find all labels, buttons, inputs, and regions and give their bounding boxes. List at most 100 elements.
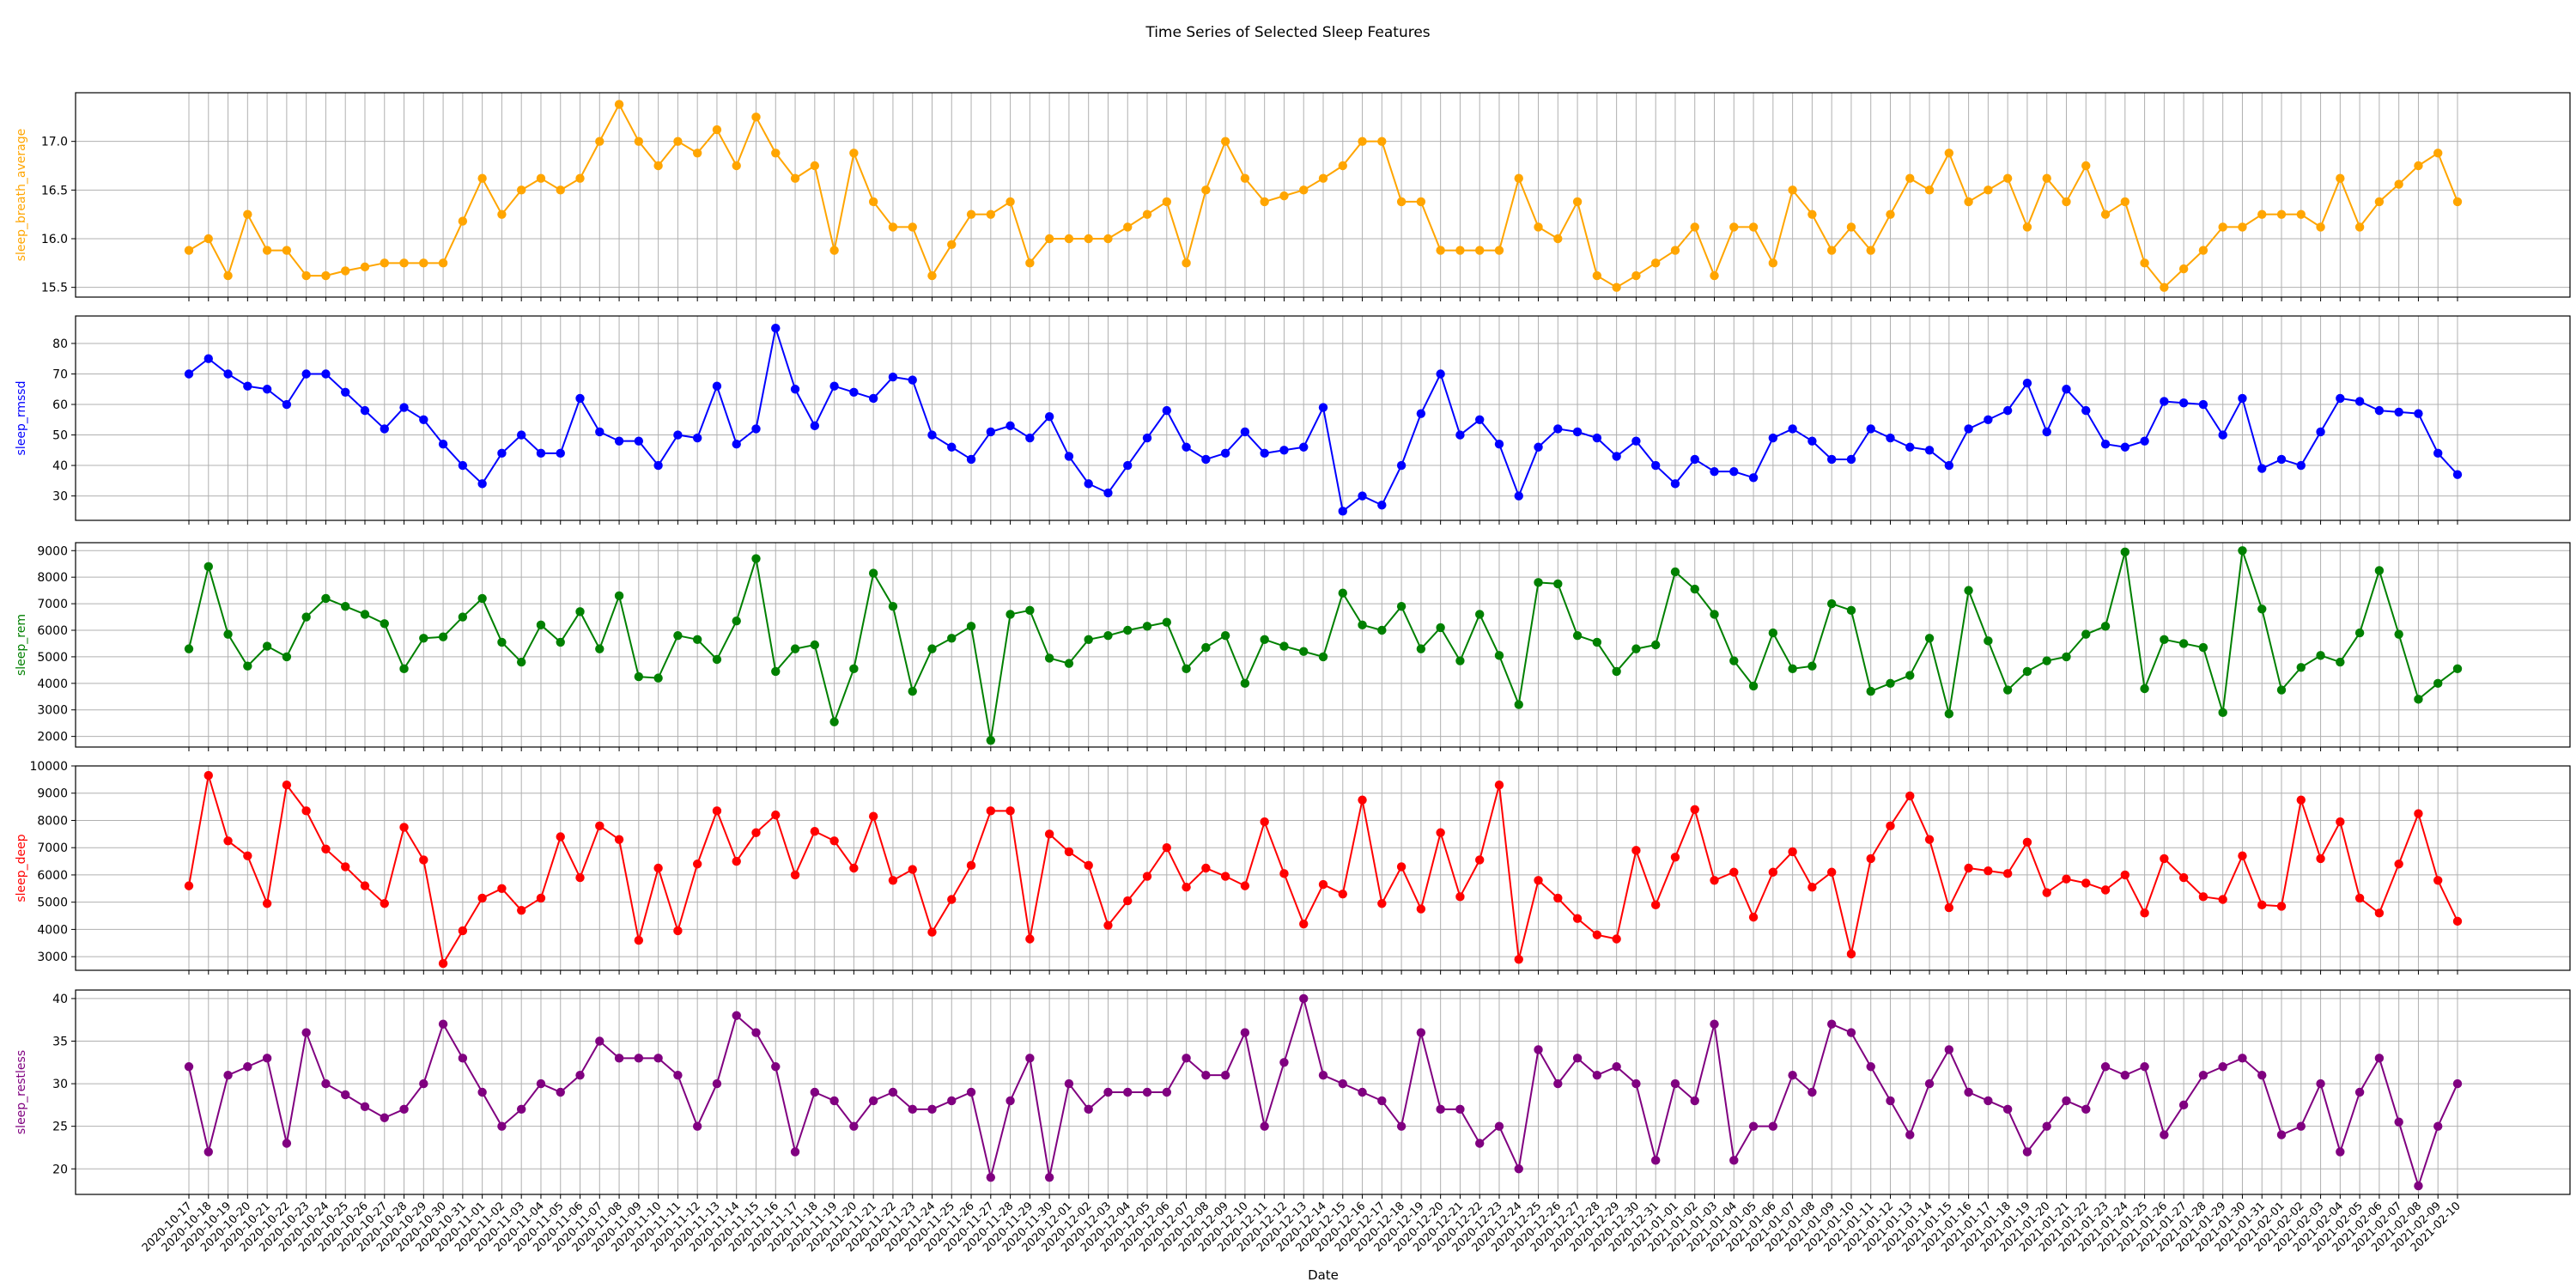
- data-point: [1084, 635, 1093, 645]
- data-point: [1103, 920, 1113, 930]
- panel-frame: [75, 542, 2571, 748]
- data-point: [2160, 397, 2169, 406]
- data-point: [1592, 1070, 1602, 1080]
- data-point: [2081, 161, 2091, 171]
- data-point: [2433, 876, 2443, 885]
- data-point: [2062, 197, 2071, 207]
- data-point: [556, 185, 565, 195]
- data-point: [986, 1172, 996, 1182]
- y-axis: 30 40 50 60 70 80: [52, 337, 2570, 504]
- data-point: [595, 137, 605, 146]
- data-point: [2316, 1078, 2325, 1089]
- data-point: [1866, 1062, 1875, 1072]
- data-point: [2042, 888, 2051, 897]
- data-point: [184, 246, 194, 255]
- data-point: [1220, 137, 1230, 146]
- data-point: [653, 673, 663, 683]
- data-point: [986, 736, 996, 745]
- data-point: [2140, 908, 2149, 918]
- data-point: [771, 666, 781, 677]
- data-point: [1572, 197, 1583, 207]
- data-point: [1572, 630, 1583, 641]
- data-point: [1494, 439, 1504, 449]
- data-point: [1534, 222, 1543, 232]
- data-point: [1553, 893, 1563, 903]
- data-point: [243, 851, 252, 860]
- data-point: [204, 562, 213, 572]
- data-point: [1494, 781, 1504, 790]
- data-point: [2218, 222, 2227, 232]
- data-point: [1572, 427, 1583, 437]
- data-point: [341, 387, 350, 398]
- data-point: [2160, 283, 2169, 292]
- data-point: [1396, 601, 1406, 611]
- data-point: [1690, 805, 1699, 814]
- data-point: [1182, 258, 1191, 268]
- data-point: [712, 806, 722, 816]
- data-point: [868, 568, 878, 578]
- data-point: [2100, 885, 2111, 895]
- data-point: [1710, 466, 1719, 477]
- data-point: [2100, 210, 2111, 219]
- y-axis-label: sleep_breath_average: [15, 129, 28, 262]
- data-point: [692, 433, 702, 443]
- data-point: [732, 161, 741, 171]
- data-point: [1670, 853, 1680, 862]
- y-axis-label: sleep_restless: [15, 1050, 28, 1134]
- data-point: [1631, 270, 1641, 281]
- data-point: [1807, 1087, 1817, 1097]
- data-point: [341, 1090, 350, 1100]
- data-point: [1964, 424, 1973, 434]
- data-point: [1572, 1054, 1583, 1063]
- data-point: [1299, 647, 1309, 656]
- data-point: [1201, 863, 1211, 873]
- data-point: [966, 1087, 976, 1097]
- data-point: [321, 844, 331, 854]
- data-point: [184, 881, 194, 890]
- data-point: [184, 369, 194, 379]
- data-point: [1514, 173, 1523, 183]
- data-point: [2081, 629, 2091, 639]
- data-point: [2120, 442, 2130, 452]
- data-point: [1084, 479, 1093, 489]
- data-point: [1103, 1087, 1113, 1097]
- data-point: [1260, 635, 1269, 645]
- data-point: [1358, 1087, 1367, 1097]
- data-point: [1553, 1078, 1563, 1089]
- data-point: [399, 258, 409, 268]
- data-point: [927, 644, 937, 653]
- data-point: [2140, 683, 2149, 694]
- data-point: [458, 926, 468, 936]
- data-point: [477, 173, 487, 183]
- data-point: [2100, 439, 2111, 449]
- data-point: [1592, 270, 1602, 281]
- data-point: [2354, 893, 2365, 903]
- data-point: [1358, 620, 1367, 630]
- data-point: [575, 607, 585, 617]
- data-point: [1729, 867, 1739, 877]
- data-point: [1279, 191, 1289, 201]
- data-point: [712, 1078, 722, 1089]
- data-point: [653, 1054, 663, 1063]
- data-point: [1318, 173, 1328, 183]
- data-point: [438, 632, 448, 641]
- data-point: [341, 862, 350, 872]
- data-point: [1279, 641, 1289, 651]
- data-point: [614, 436, 624, 446]
- data-point: [849, 387, 859, 398]
- data-point: [223, 369, 233, 379]
- data-point: [1240, 881, 1250, 890]
- data-point: [1905, 173, 1915, 183]
- data-point: [829, 1096, 839, 1106]
- data-point: [1318, 652, 1328, 662]
- data-point: [712, 381, 722, 391]
- data-point: [1260, 817, 1269, 827]
- data-point: [1475, 610, 1485, 619]
- data-point: [204, 234, 213, 244]
- data-point: [1768, 433, 1778, 443]
- data-point: [556, 448, 565, 459]
- data-point: [223, 836, 233, 846]
- data-point: [2433, 149, 2443, 158]
- data-point: [1162, 1087, 1171, 1097]
- data-point: [360, 405, 370, 416]
